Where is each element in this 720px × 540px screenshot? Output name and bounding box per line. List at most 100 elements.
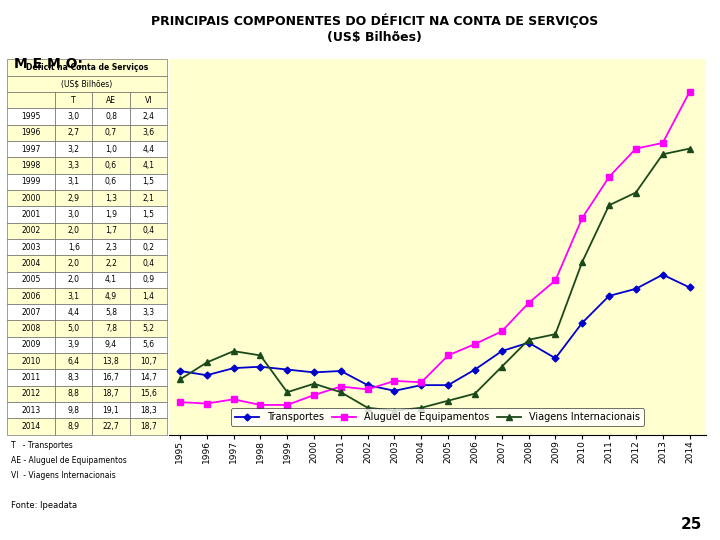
Text: 2007: 2007 xyxy=(22,308,41,317)
Bar xyxy=(92,353,130,369)
Text: 9,8: 9,8 xyxy=(68,406,80,415)
Text: 8,8: 8,8 xyxy=(68,389,80,399)
Bar xyxy=(7,157,55,174)
Bar xyxy=(130,369,167,386)
Bar xyxy=(92,386,130,402)
Bar xyxy=(7,320,55,337)
Bar xyxy=(7,288,55,304)
Bar xyxy=(7,59,167,76)
Text: 1,6: 1,6 xyxy=(68,242,80,252)
Text: 1,5: 1,5 xyxy=(143,177,154,186)
Text: 1,9: 1,9 xyxy=(105,210,117,219)
Bar xyxy=(55,157,92,174)
Viagens Internacionais xyxy=(256,352,265,359)
Text: 1,3: 1,3 xyxy=(105,194,117,202)
Viagens Internacionais xyxy=(444,397,452,404)
Text: T: T xyxy=(71,96,76,105)
Bar xyxy=(130,255,167,272)
Text: 0,4: 0,4 xyxy=(142,259,154,268)
Bar xyxy=(55,337,92,353)
Transportes xyxy=(283,366,292,373)
Text: 2,2: 2,2 xyxy=(105,259,117,268)
Text: 4,4: 4,4 xyxy=(142,145,154,154)
Transportes xyxy=(176,368,184,374)
Bar xyxy=(130,92,167,109)
Bar xyxy=(130,239,167,255)
Bar xyxy=(55,174,92,190)
Text: 3,6: 3,6 xyxy=(142,129,154,137)
Viagens Internacionais xyxy=(498,363,506,370)
Aluguel de Equipamentos xyxy=(336,383,345,390)
Bar xyxy=(130,222,167,239)
Bar xyxy=(92,304,130,320)
Text: 4,9: 4,9 xyxy=(105,292,117,300)
Bar xyxy=(92,320,130,337)
Aluguel de Equipamentos xyxy=(524,300,533,306)
Text: 2,4: 2,4 xyxy=(143,112,154,121)
Bar xyxy=(55,353,92,369)
Text: 3,2: 3,2 xyxy=(68,145,80,154)
Bar xyxy=(55,369,92,386)
Bar xyxy=(7,174,55,190)
Transportes xyxy=(444,382,452,388)
Text: 0,9: 0,9 xyxy=(142,275,154,284)
Viagens Internacionais xyxy=(390,407,399,414)
Aluguel de Equipamentos xyxy=(551,277,559,284)
Aluguel de Equipamentos xyxy=(471,341,480,347)
Bar xyxy=(130,109,167,125)
Bar xyxy=(130,304,167,320)
Bar xyxy=(55,239,92,255)
Bar xyxy=(92,337,130,353)
Bar xyxy=(7,109,55,125)
Bar xyxy=(92,222,130,239)
Text: 0,6: 0,6 xyxy=(105,177,117,186)
Bar xyxy=(92,141,130,157)
Text: 2003: 2003 xyxy=(22,242,41,252)
Bar xyxy=(55,386,92,402)
Text: 2000: 2000 xyxy=(22,194,41,202)
Viagens Internacionais xyxy=(551,331,559,338)
Viagens Internacionais xyxy=(631,190,640,196)
Text: 2001: 2001 xyxy=(22,210,41,219)
Text: 2010: 2010 xyxy=(22,357,41,366)
Aluguel de Equipamentos xyxy=(310,392,318,399)
Text: AE: AE xyxy=(106,96,116,105)
Text: Déficit na Conta de Serviços: Déficit na Conta de Serviços xyxy=(26,63,148,72)
Bar xyxy=(92,206,130,222)
Bar xyxy=(92,125,130,141)
Aluguel de Equipamentos xyxy=(283,402,292,408)
Bar xyxy=(7,353,55,369)
Viagens Internacionais xyxy=(310,381,318,387)
Text: (US$ Bilhões): (US$ Bilhões) xyxy=(327,31,422,44)
Bar xyxy=(7,141,55,157)
Text: 2005: 2005 xyxy=(22,275,41,284)
Text: 2011: 2011 xyxy=(22,373,41,382)
Bar xyxy=(92,272,130,288)
Transportes xyxy=(605,293,613,299)
Transportes xyxy=(336,368,345,374)
Aluguel de Equipamentos xyxy=(364,386,372,393)
Text: 0,6: 0,6 xyxy=(105,161,117,170)
Transportes xyxy=(524,340,533,346)
Bar xyxy=(92,174,130,190)
Transportes xyxy=(229,365,238,372)
Text: 16,7: 16,7 xyxy=(102,373,120,382)
Aluguel de Equipamentos xyxy=(176,399,184,406)
Bar xyxy=(130,190,167,206)
Bar xyxy=(55,304,92,320)
Text: 2004: 2004 xyxy=(22,259,41,268)
Text: M E M O:: M E M O: xyxy=(14,57,84,71)
Text: 5,8: 5,8 xyxy=(105,308,117,317)
Text: 3,0: 3,0 xyxy=(68,210,80,219)
Bar xyxy=(55,272,92,288)
Transportes xyxy=(551,355,559,361)
Text: 8,3: 8,3 xyxy=(68,373,80,382)
Bar xyxy=(55,206,92,222)
Aluguel de Equipamentos xyxy=(417,379,426,386)
Text: 2,0: 2,0 xyxy=(68,226,80,235)
Text: 1,5: 1,5 xyxy=(143,210,154,219)
Transportes xyxy=(256,363,265,370)
Transportes xyxy=(417,382,426,388)
Text: 10,7: 10,7 xyxy=(140,357,157,366)
Text: 2,0: 2,0 xyxy=(68,259,80,268)
